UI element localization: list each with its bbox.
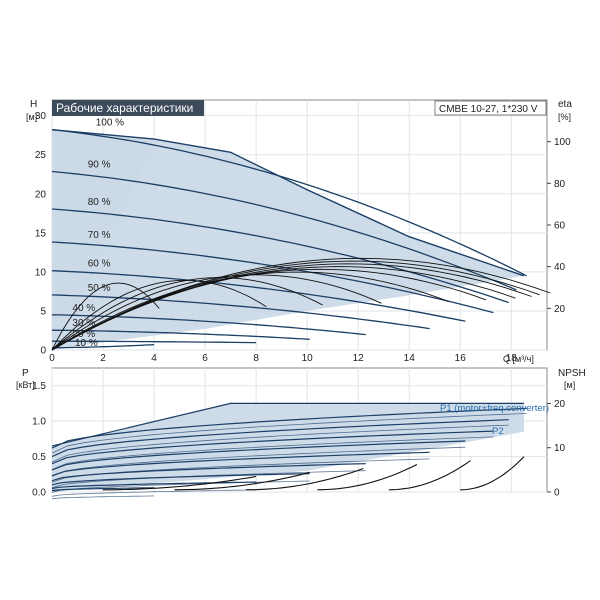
npsh-curve-2: [245, 467, 364, 491]
speed-label-80: 80 %: [88, 197, 111, 208]
npsh-tick-label-1: 10: [554, 443, 566, 454]
x-tick-label-8: 16: [455, 353, 467, 364]
x-tick-label-6: 12: [353, 353, 365, 364]
p2-curve-1: [51, 424, 509, 463]
p1-curve-6: [51, 473, 310, 486]
eta-axis-unit: [%]: [558, 112, 571, 122]
head-curve-90: [51, 170, 517, 291]
max-curve-outline: [51, 129, 525, 277]
head-tick-label-1: 5: [40, 306, 46, 317]
p2-series-label: P2: [492, 426, 504, 437]
p1-curve-7: [51, 481, 257, 490]
title-bar: [52, 100, 204, 116]
npsh-axis-label: NPSH: [558, 368, 586, 379]
eta-tick-label-4: 100: [554, 137, 571, 148]
efficiency-curves: [51, 257, 551, 351]
p-tick-label-2: 1.0: [32, 417, 46, 428]
speed-label-70: 70 %: [88, 230, 111, 241]
head-tick-label-4: 20: [35, 189, 47, 200]
speed-label-50: 50 %: [88, 283, 111, 294]
power-curves: [51, 407, 527, 500]
x-tick-label-7: 14: [404, 353, 416, 364]
npsh-curve-3: [317, 464, 418, 491]
eta-curve-10: [51, 282, 160, 351]
npsh-tick-label-0: 0: [554, 488, 560, 499]
p2-curve-2: [51, 436, 494, 470]
speed-label-40: 40 %: [72, 303, 95, 314]
speed-label-90: 90 %: [88, 160, 111, 171]
speed-labels: 100 % 90 % 80 % 70 % 60 % 50 % 40 % 30 %20 %10 …: [72, 118, 124, 349]
model-label: CMBE 10-27, 1*230 V: [439, 104, 538, 115]
eta-curve-100: [51, 257, 551, 351]
speed-label-20: 20 %: [72, 329, 95, 340]
speed-label-60: 60 %: [88, 259, 111, 270]
eta-axis-label: eta: [558, 99, 572, 110]
head-axes: 0 2 4 6 8 10 12 14 16 18 0 5 10 15 20 25 30 20 40 60 80 100: [35, 111, 571, 364]
p1-curve-4: [51, 451, 430, 477]
p2-curve-0: [51, 413, 527, 454]
head-tick-label-5: 25: [35, 150, 47, 161]
p-axis-label: P: [22, 368, 29, 379]
p1-series-label: P1 (motor+freq.converter): [440, 403, 549, 414]
x-tick-label-1: 2: [100, 353, 106, 364]
p2-curve-3: [51, 446, 466, 477]
x-tick-label-9: 18: [506, 353, 518, 364]
npsh-curve-5: [460, 456, 525, 491]
x-tick-label-0: 0: [49, 353, 55, 364]
power-max-outline: [51, 402, 524, 447]
speed-label-10: 10 %: [75, 338, 98, 349]
head-curve-100: [51, 129, 527, 277]
npsh-curve-4: [388, 460, 471, 491]
p2-curve-8: [51, 495, 155, 500]
p-axis-unit: [кВт]: [16, 380, 35, 390]
npsh-axis-unit: [м]: [564, 380, 575, 390]
x-tick-label-2: 4: [151, 353, 157, 364]
eta-curve-60: [51, 268, 487, 351]
speed-label-100: 100 %: [96, 118, 124, 129]
p1-curve-3: [51, 440, 466, 471]
x-tick-label-3: 6: [202, 353, 208, 364]
head-curve-10: [52, 343, 155, 349]
p2-curve-7: [51, 489, 257, 497]
p-tick-label-0: 0.0: [32, 488, 46, 499]
head-tick-label-0: 0: [40, 346, 46, 357]
eta-curve-70: [51, 266, 516, 351]
head-axis-label-unit: [м]: [26, 112, 37, 122]
npsh-curve-1: [174, 471, 310, 491]
p1-curve-5: [51, 463, 366, 482]
head-curve-60: [51, 270, 466, 322]
npsh-curve-0: [103, 475, 257, 491]
head-tick-label-3: 15: [35, 228, 47, 239]
power-axes: 0.0 0.5 1.0 1.5 0 10 20: [32, 381, 565, 498]
npsh-tick-label-2: 20: [554, 399, 566, 410]
eta-tick-label-2: 60: [554, 221, 566, 232]
chart-title: Рабочие характеристики: [56, 101, 193, 115]
p1-curve-1: [51, 419, 509, 458]
q-axis-label: Q [м³/ч]: [503, 354, 534, 364]
p1-curve-8: [51, 487, 155, 492]
speed-label-30: 30 %: [72, 318, 95, 329]
head-curves: [51, 129, 527, 349]
x-tick-label-4: 8: [253, 353, 259, 364]
head-curve-20: [52, 340, 257, 344]
eta-tick-label-0: 20: [554, 304, 566, 315]
eta-tick-label-1: 40: [554, 262, 566, 273]
head-curve-80: [51, 208, 509, 304]
head-tick-label-2: 10: [35, 267, 47, 278]
eta-curve-20: [51, 279, 267, 351]
p-tick-label-1: 0.5: [32, 452, 46, 463]
head-curve-50: [51, 294, 430, 330]
x-tick-label-5: 10: [302, 353, 314, 364]
head-tick-label-6: 30: [35, 111, 47, 122]
p-tick-label-3: 1.5: [32, 381, 46, 392]
p1-curve-0: [51, 407, 527, 449]
p1-curve-2: [51, 430, 494, 465]
head-curve-30: [51, 329, 310, 340]
model-box: [434, 100, 547, 116]
head-axis-label-h: H: [30, 99, 37, 110]
eta-tick-label-3: 80: [554, 179, 566, 190]
